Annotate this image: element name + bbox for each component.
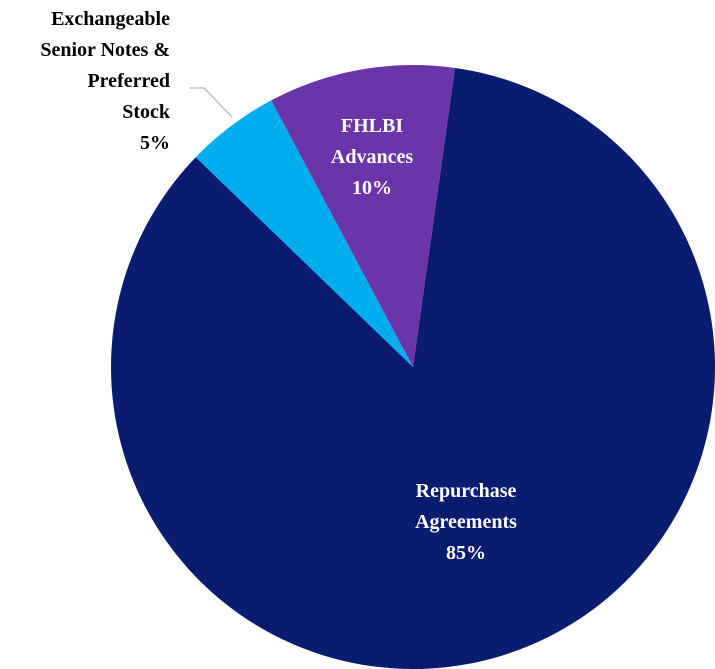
slice-label: FHLBI Advances 10% bbox=[307, 111, 437, 204]
category-label: Repurchase Agreements bbox=[415, 480, 517, 533]
pie-slice bbox=[271, 65, 456, 367]
slice-label: Repurchase Agreements 85% bbox=[386, 476, 546, 569]
pie-slice bbox=[195, 100, 413, 368]
value-label: 10% bbox=[352, 177, 392, 199]
value-label: 85% bbox=[446, 542, 486, 564]
pie-slice bbox=[111, 67, 715, 669]
category-label: Exchangeable Senior Notes & Preferred St… bbox=[40, 8, 170, 123]
value-label: 5% bbox=[140, 132, 170, 154]
leader-line bbox=[190, 87, 233, 118]
slice-label: Exchangeable Senior Notes & Preferred St… bbox=[35, 4, 170, 159]
category-label: FHLBI Advances bbox=[330, 115, 414, 168]
